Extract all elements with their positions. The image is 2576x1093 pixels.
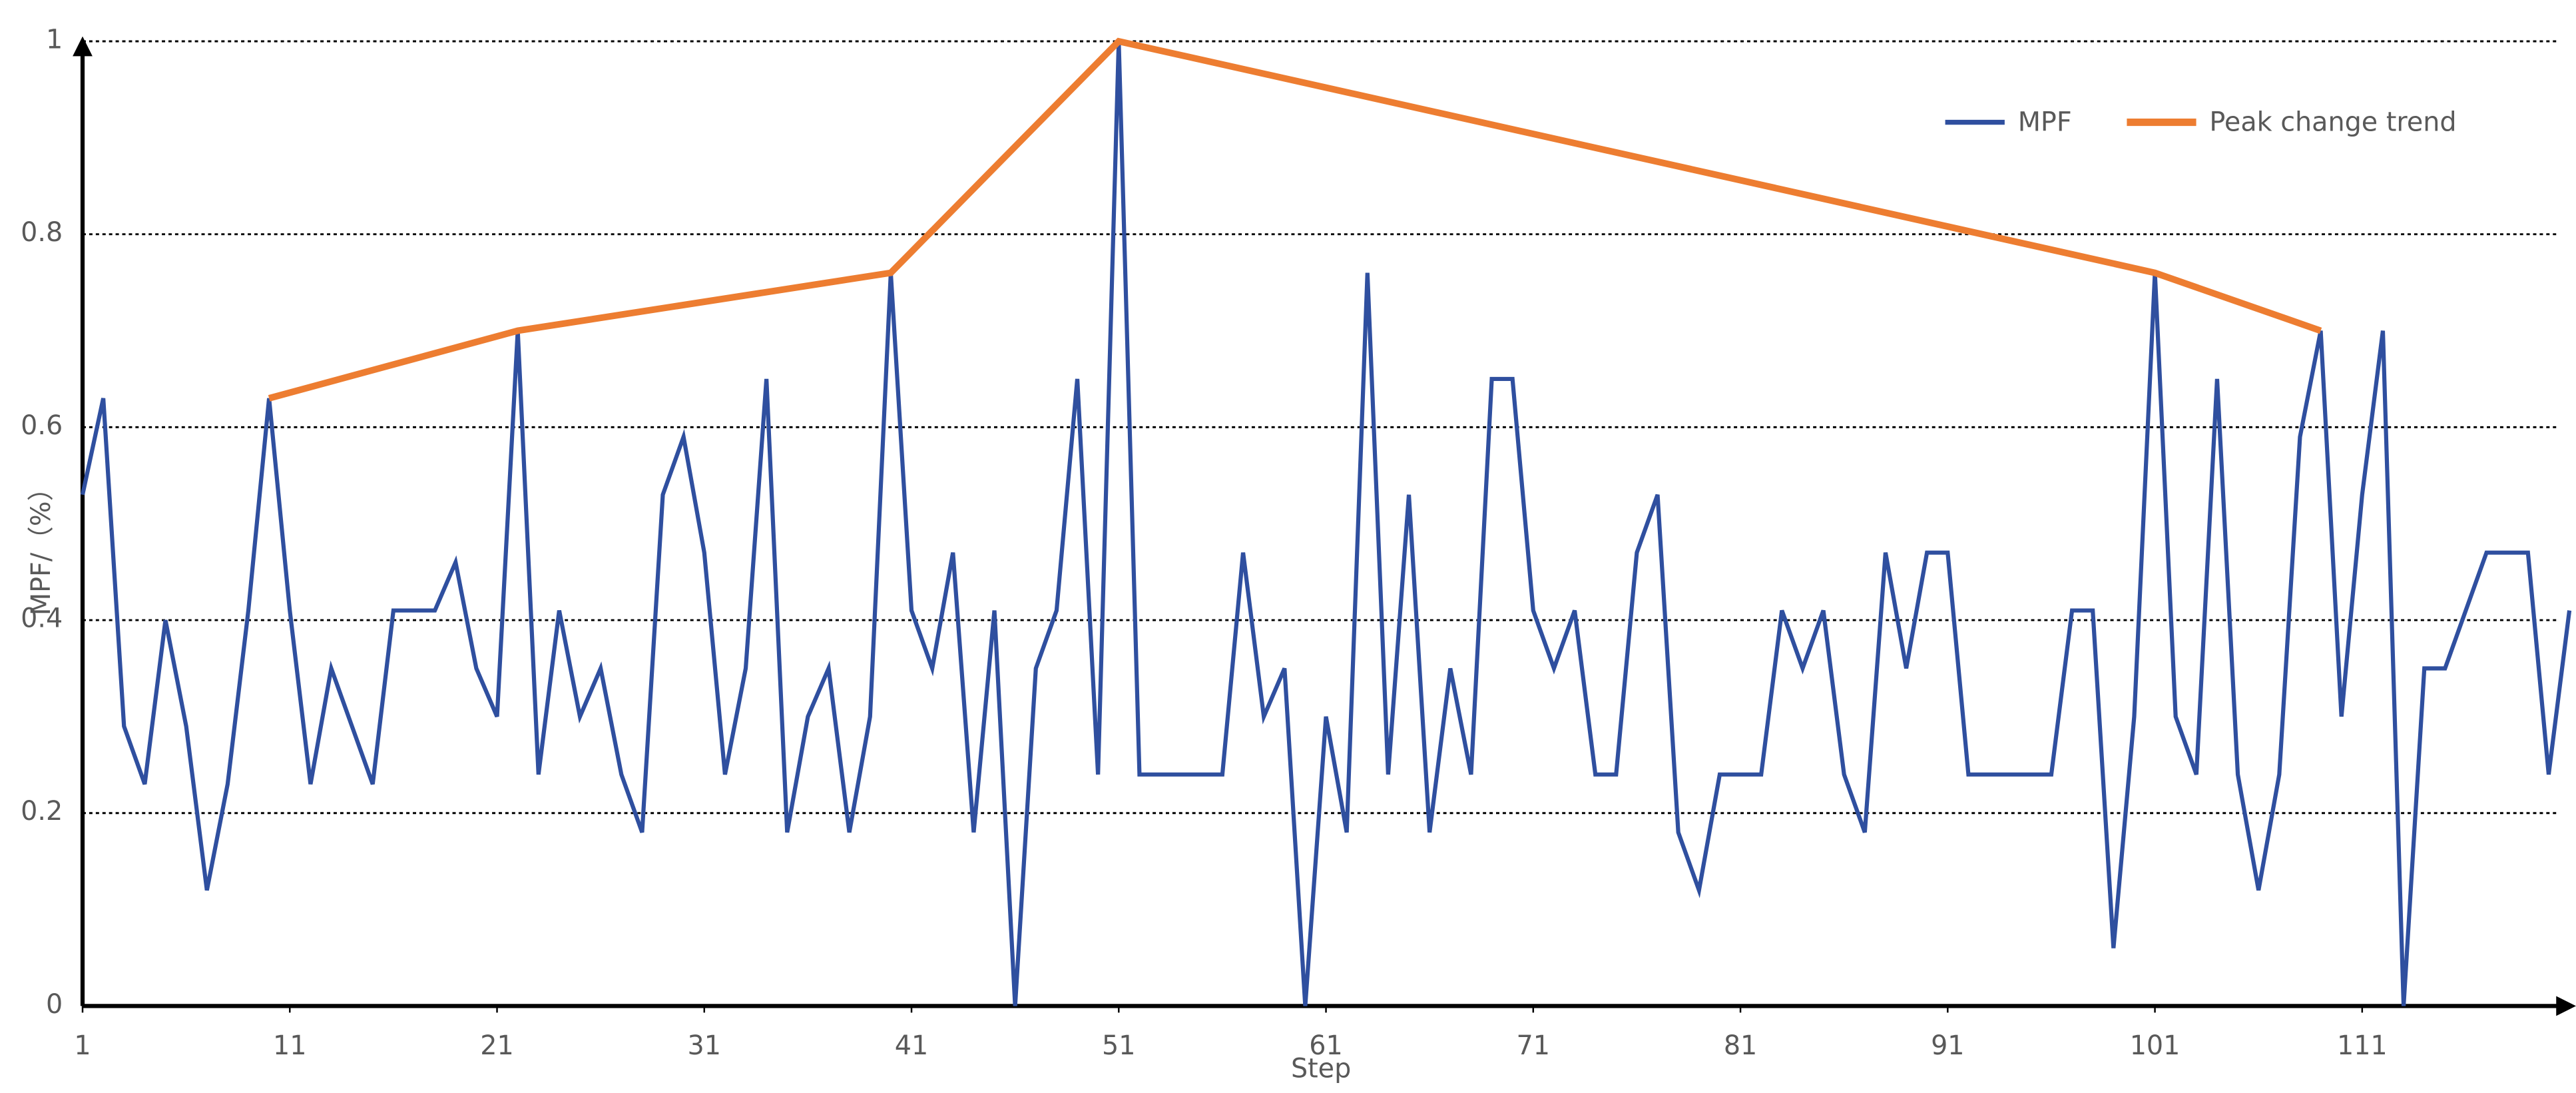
y-axis-arrow xyxy=(73,36,93,57)
x-tick-label: 31 xyxy=(688,1030,721,1061)
x-tick-label: 71 xyxy=(1517,1030,1550,1061)
y-tick-label: 1 xyxy=(46,25,63,55)
x-tick-label: 101 xyxy=(2130,1030,2181,1061)
legend-label: Peak change trend xyxy=(2209,107,2456,138)
y-tick-label: 0.4 xyxy=(21,603,63,634)
y-tick-label: 0 xyxy=(46,989,63,1020)
x-tick-label: 41 xyxy=(895,1030,928,1061)
y-tick-label: 0.8 xyxy=(21,217,63,248)
x-tick-label: 111 xyxy=(2337,1030,2388,1061)
x-tick-label: 21 xyxy=(480,1030,513,1061)
x-tick-label: 1 xyxy=(74,1030,91,1061)
y-tick-label: 0.2 xyxy=(21,796,63,827)
x-tick-label: 91 xyxy=(1931,1030,1964,1061)
x-axis-label: Step xyxy=(1291,1054,1351,1084)
series-line xyxy=(268,37,2322,402)
y-axis-label: MPF/（%） xyxy=(26,475,57,615)
x-tick-label: 61 xyxy=(1309,1030,1342,1061)
y-tick-label: 0.6 xyxy=(21,410,63,441)
legend-label: MPF xyxy=(2018,107,2072,138)
x-tick-label: 81 xyxy=(1724,1030,1757,1061)
x-tick-label: 51 xyxy=(1102,1030,1135,1061)
series-line xyxy=(80,41,2572,1006)
x-tick-label: 11 xyxy=(273,1030,306,1061)
x-axis-arrow xyxy=(2556,996,2576,1016)
